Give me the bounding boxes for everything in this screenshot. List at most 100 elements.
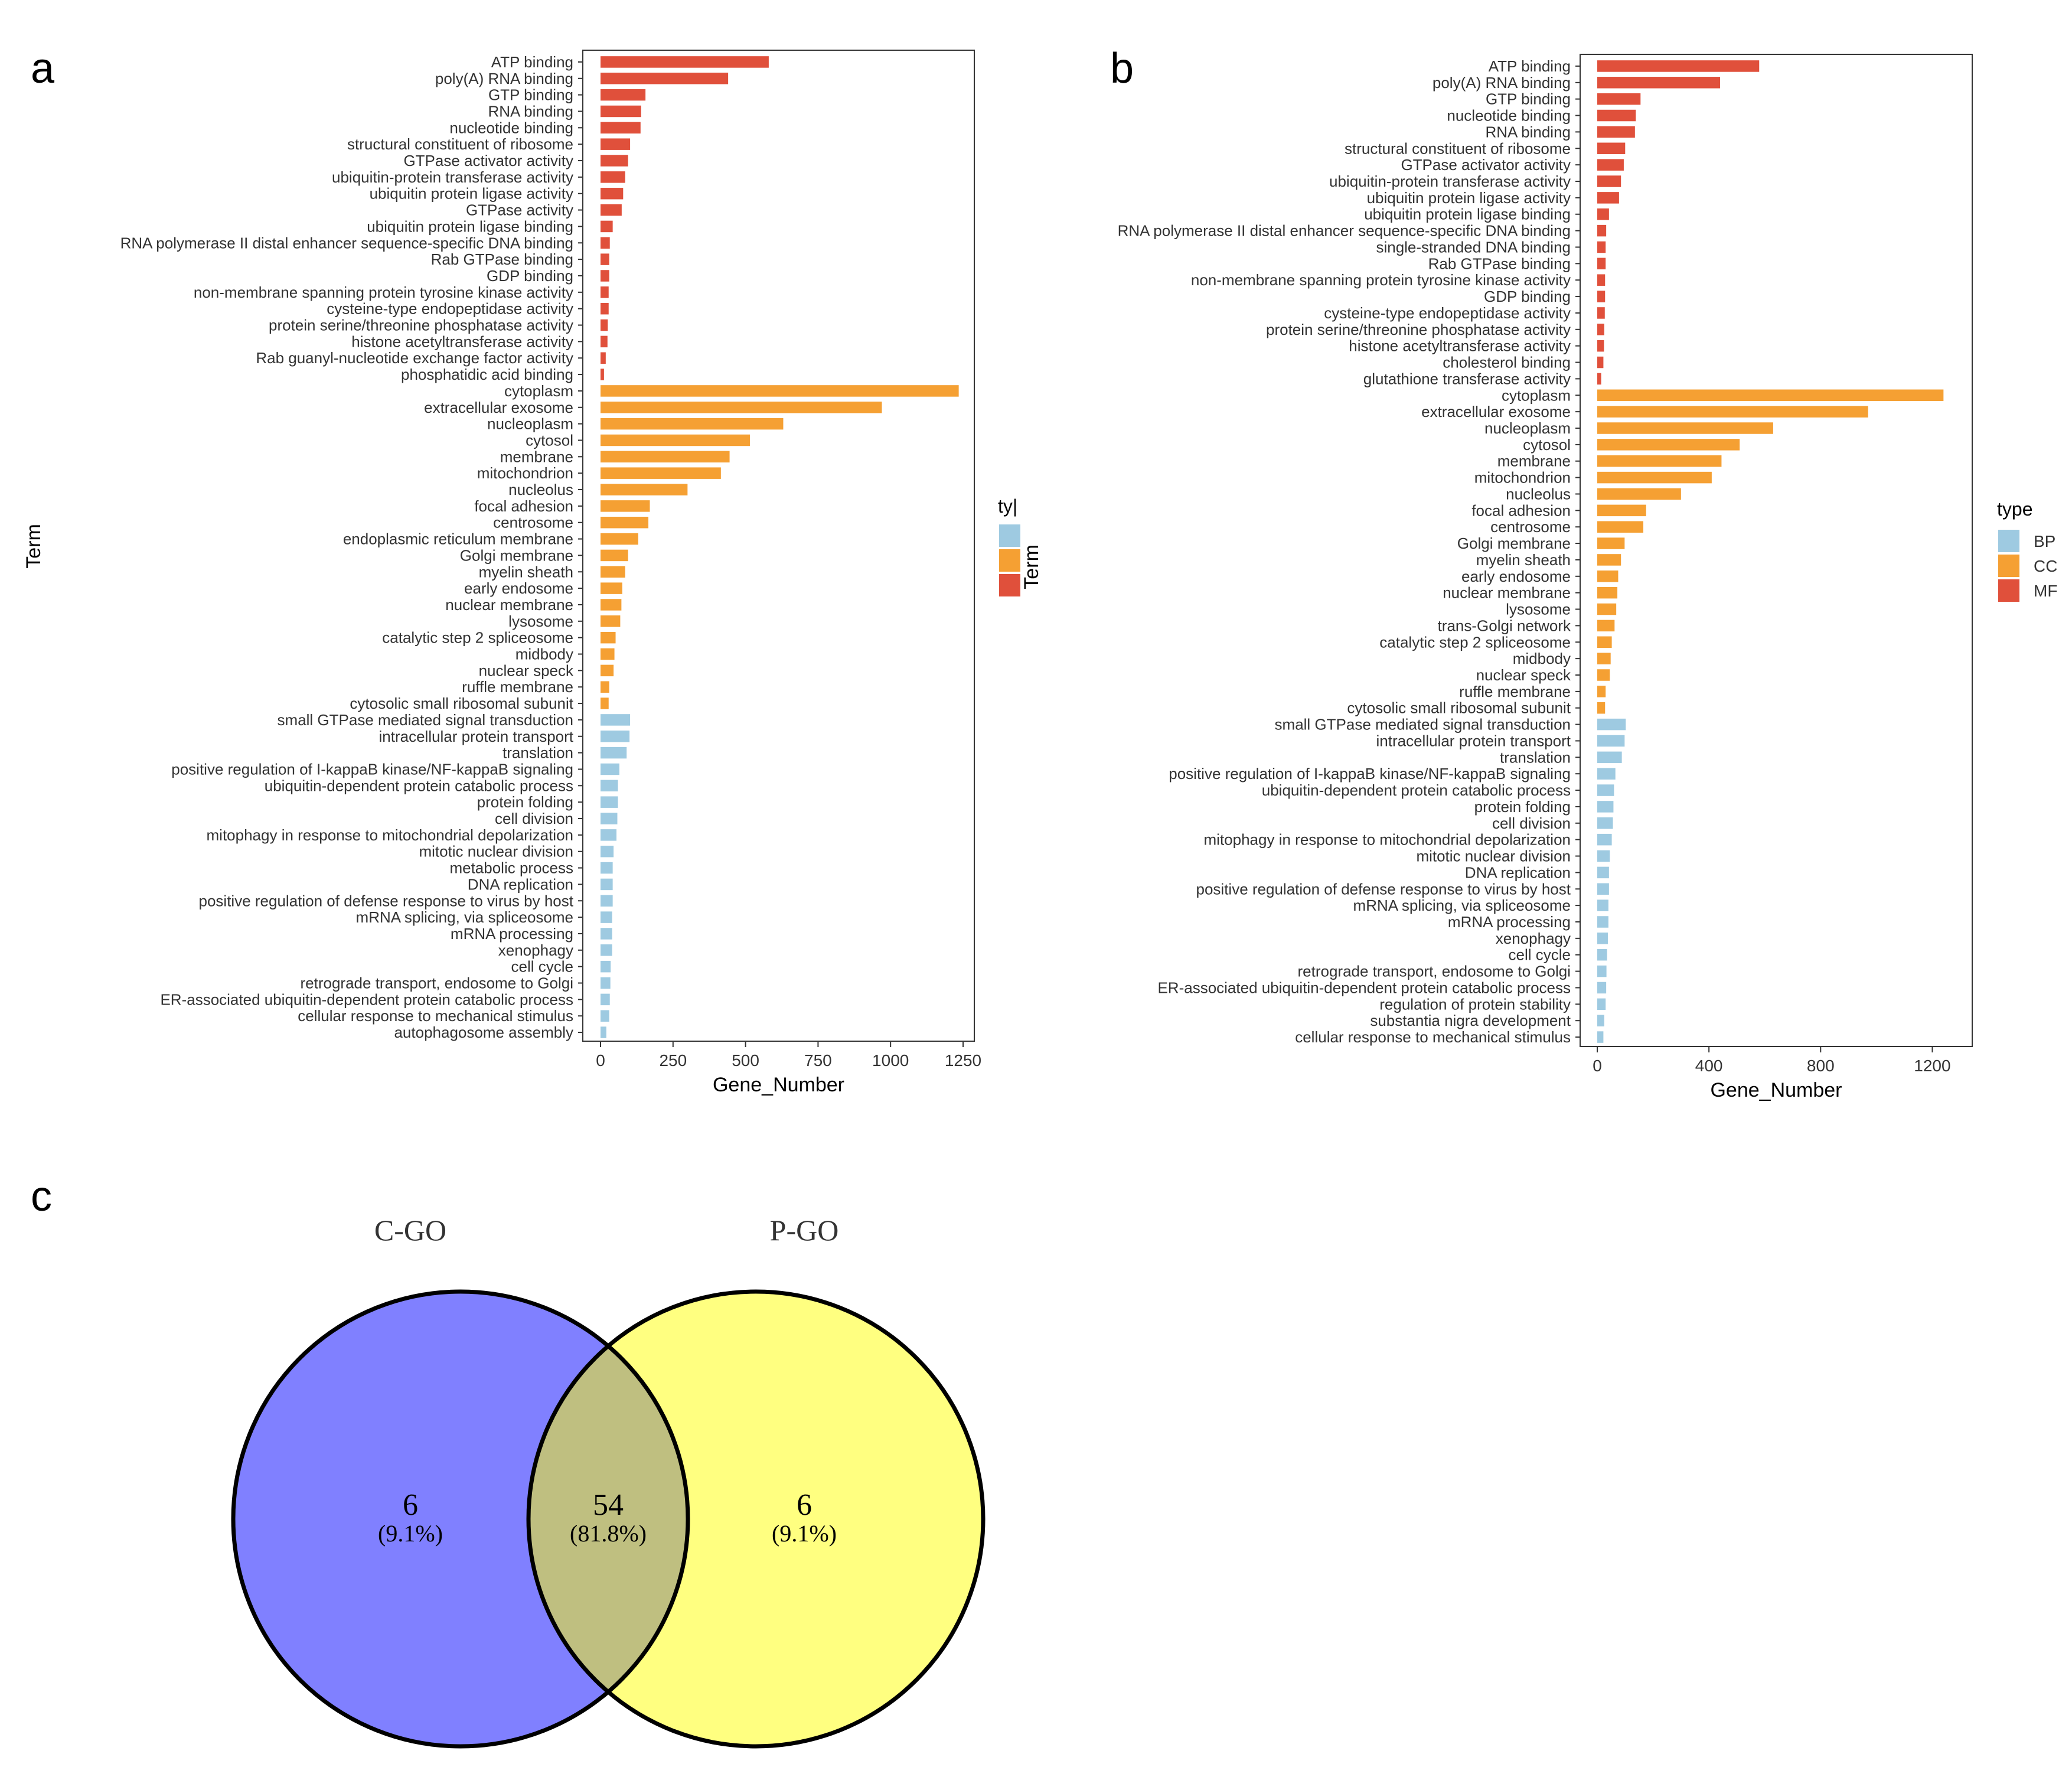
term-label: cellular response to mechanical stimulus <box>298 1007 573 1025</box>
bar-cc <box>1597 521 1644 533</box>
bar-bp <box>601 813 618 824</box>
term-label: cytosolic small ribosomal subunit <box>1347 699 1571 717</box>
bar-cc <box>601 615 621 627</box>
bar-mf <box>1597 60 1760 72</box>
bar-cc <box>601 664 614 677</box>
term-label: nuclear speck <box>1476 666 1571 684</box>
bar-bp <box>601 878 613 891</box>
bar-cc <box>1597 537 1625 549</box>
term-label: positive regulation of I-kappaB kinase/N… <box>1169 765 1571 783</box>
bar-cc <box>1597 439 1740 451</box>
venn-set-label-p-go: P-GO <box>770 1214 839 1247</box>
bar-cc <box>1597 488 1681 500</box>
x-tick-label: 250 <box>659 1051 687 1070</box>
bar-cc <box>601 599 622 611</box>
bar-cc <box>601 533 638 545</box>
bar-bp <box>1597 768 1616 780</box>
bar-bp <box>1597 933 1608 944</box>
bar-cc <box>601 516 649 529</box>
bar-cc <box>1597 422 1773 434</box>
term-label: catalytic step 2 spliceosome <box>382 629 573 647</box>
venn-percent: (9.1%) <box>772 1520 837 1547</box>
term-label: RNA polymerase II distal enhancer sequen… <box>1118 222 1571 240</box>
bar-bp <box>1597 916 1608 928</box>
bar-mf <box>1597 274 1606 286</box>
term-label: nuclear membrane <box>1443 584 1571 602</box>
term-label: centrosome <box>493 514 573 532</box>
bar-mf <box>601 253 609 265</box>
bar-mf <box>601 56 769 68</box>
bar-cc <box>1597 570 1619 582</box>
legend-label-bp: BP <box>2034 532 2055 550</box>
bar-bp <box>601 714 631 726</box>
term-label: translation <box>502 744 573 762</box>
term-label: small GTPase mediated signal transductio… <box>278 711 573 729</box>
bar-mf <box>601 352 606 364</box>
legend-key-bp <box>1998 530 2019 552</box>
bar-mf <box>1597 126 1635 138</box>
x-tick-label: 1000 <box>872 1051 909 1070</box>
bar-mf <box>601 155 628 167</box>
term-label: cytoplasm <box>1502 386 1571 404</box>
term-label: ubiquitin-dependent protein catabolic pr… <box>1262 781 1571 799</box>
term-label: ubiquitin protein ligase activity <box>370 185 573 203</box>
bar-cc <box>601 648 615 660</box>
bar-cc <box>1597 636 1612 648</box>
term-label: cell cycle <box>511 958 573 976</box>
bar-mf <box>601 171 625 183</box>
bar-bp <box>601 944 612 956</box>
x-tick-label: 750 <box>804 1051 832 1070</box>
legend-a: ty| Term <box>998 495 1043 596</box>
term-label: extracellular exosome <box>424 399 573 416</box>
term-label: small GTPase mediated signal transductio… <box>1275 716 1571 733</box>
term-label: mRNA splicing, via spliceosome <box>356 908 573 926</box>
term-label: ER-associated ubiquitin-dependent protei… <box>1157 979 1571 996</box>
term-label: substantia nigra development <box>1370 1012 1571 1029</box>
x-tick-label: 500 <box>732 1051 759 1070</box>
bar-bp <box>1597 1015 1604 1026</box>
venn-percent: (81.8%) <box>570 1520 647 1547</box>
bar-mf <box>1597 291 1606 302</box>
bar-bp <box>1597 982 1607 994</box>
bar-bp <box>601 862 613 874</box>
term-label: nuclear membrane <box>445 596 573 614</box>
legend-title: type <box>1997 498 2032 520</box>
term-label: cell division <box>1492 814 1571 832</box>
bar-bp <box>601 895 613 907</box>
bar-cc <box>601 451 730 463</box>
term-label: midbody <box>1513 650 1571 667</box>
bar-mf <box>601 105 641 118</box>
term-label: catalytic step 2 spliceosome <box>1379 633 1571 651</box>
term-label: nucleolus <box>508 481 573 498</box>
venn-outline-c-go <box>231 1289 690 1749</box>
term-label: cholesterol binding <box>1443 354 1571 371</box>
term-label: cell division <box>495 810 573 827</box>
bar-mf <box>601 270 609 282</box>
term-label: cytosol <box>1523 436 1571 454</box>
bar-mf <box>601 220 613 233</box>
term-label: ER-associated ubiquitin-dependent protei… <box>160 990 573 1008</box>
x-tick-label: 400 <box>1695 1057 1723 1075</box>
term-label: autophagosome assembly <box>394 1023 573 1041</box>
bar-mf <box>1597 307 1605 319</box>
bar-cc <box>601 484 688 495</box>
term-label: positive regulation of defense response … <box>1196 880 1571 898</box>
bar-bp <box>1597 998 1606 1010</box>
bar-mf <box>1597 159 1624 171</box>
term-label: lysosome <box>1506 601 1571 618</box>
term-label: GDP binding <box>1484 288 1571 305</box>
term-label: cytoplasm <box>504 382 573 400</box>
term-label: focal adhesion <box>1471 501 1571 519</box>
term-label: translation <box>1500 748 1571 766</box>
term-label: RNA binding <box>1485 123 1571 141</box>
term-label: GTPase activity <box>466 201 573 219</box>
term-label: DNA replication <box>468 875 573 893</box>
plot-frame <box>1580 54 1973 1047</box>
bar-mf <box>601 286 609 298</box>
bar-bp <box>1597 866 1609 879</box>
term-label: positive regulation of I-kappaB kinase/N… <box>171 760 573 778</box>
